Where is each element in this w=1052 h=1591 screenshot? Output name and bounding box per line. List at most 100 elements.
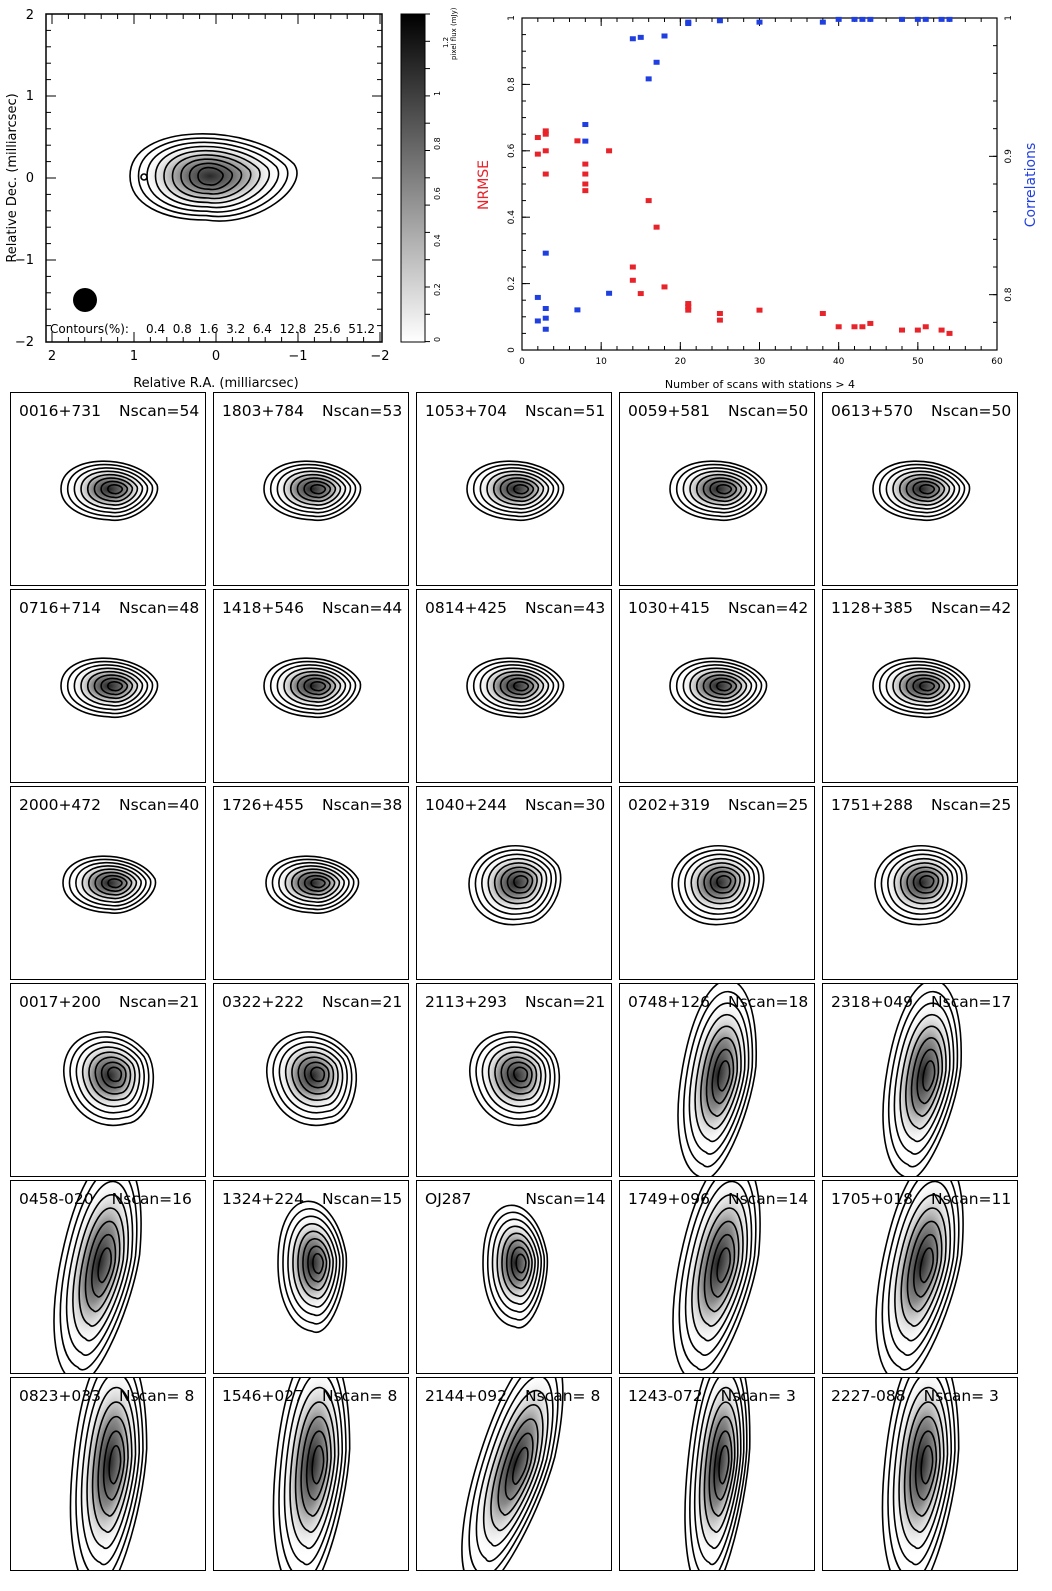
panel-label: 0748+126 Nscan=18 xyxy=(628,993,808,1011)
contour-line xyxy=(82,1046,141,1108)
contour-line xyxy=(905,1025,947,1130)
contour-line xyxy=(468,845,562,926)
panel-label: 0613+570 Nscan=50 xyxy=(831,402,1011,420)
contour-line xyxy=(684,1378,751,1570)
correlation-point xyxy=(835,16,842,22)
correlation-point xyxy=(946,16,953,22)
panel-contour-image xyxy=(60,460,159,522)
nrmse-point xyxy=(582,161,589,167)
contour-line xyxy=(60,657,159,719)
contour-line xyxy=(292,1223,338,1308)
contour-line xyxy=(73,467,149,514)
contour-line xyxy=(265,855,360,914)
contour-line xyxy=(875,1181,964,1373)
contour-line xyxy=(66,660,154,715)
nrmse-point xyxy=(685,304,692,310)
nrmse-point xyxy=(867,320,874,326)
contour-line xyxy=(906,866,944,900)
y-tick-label: −2 xyxy=(15,335,34,350)
reconstructed-image-plot: 2 1 0 −1 −2 2 1 0 −1 −2 Relative Dec. (m… xyxy=(5,7,458,391)
nrmse-point xyxy=(542,128,549,134)
contour-line xyxy=(694,1013,746,1143)
contour-line xyxy=(282,1208,344,1325)
nscan-value: Nscan=38 xyxy=(322,796,403,814)
contour-line xyxy=(713,1430,733,1501)
panel-contour-image xyxy=(466,460,565,522)
contour-line xyxy=(100,1061,127,1089)
panel-contour-image xyxy=(62,855,157,914)
correlation-point xyxy=(534,294,541,300)
contour-line xyxy=(289,1386,340,1550)
contour-line xyxy=(669,657,768,719)
source-name: OJ287 xyxy=(425,1190,472,1208)
contour-line xyxy=(912,870,940,894)
nscan-value: Nscan= 8 xyxy=(322,1387,398,1405)
contour-line xyxy=(69,1378,148,1570)
contour-line xyxy=(885,467,961,514)
x-tick-label: 60 xyxy=(991,357,1003,367)
contour-line xyxy=(887,1181,956,1356)
nrmse-point xyxy=(582,181,589,187)
contour-line xyxy=(269,463,357,518)
correlation-point xyxy=(534,318,541,324)
correlation-point xyxy=(645,76,652,82)
contour-line xyxy=(513,875,529,889)
contour-line xyxy=(93,477,134,503)
contour-line xyxy=(97,1247,112,1284)
contour-line xyxy=(108,1444,122,1485)
contour-line xyxy=(703,1401,739,1533)
contour-line xyxy=(708,1415,736,1517)
nrmse-point xyxy=(914,327,921,333)
source-panel: 2144+092 Nscan= 8 xyxy=(416,1377,612,1571)
source-panel: 1053+704 Nscan=51 xyxy=(416,392,612,586)
nscan-value: Nscan= 3 xyxy=(923,1387,999,1405)
contour-line xyxy=(303,480,332,499)
panel-label: 0716+714 Nscan=48 xyxy=(19,599,199,617)
contour-line xyxy=(94,871,133,896)
contour-line xyxy=(684,853,755,915)
contour-line xyxy=(59,1181,138,1371)
contour-line xyxy=(272,1036,353,1120)
correlation-point xyxy=(637,34,644,40)
y-left-tick-label: 0.6 xyxy=(507,143,517,158)
contour-line xyxy=(311,1444,325,1485)
contour-line xyxy=(682,990,754,1168)
contour-line xyxy=(887,1378,956,1570)
panel-label: 0814+425 Nscan=43 xyxy=(425,599,605,617)
panel-label: 0202+319 Nscan=25 xyxy=(628,796,808,814)
source-name: 1751+288 xyxy=(831,796,914,814)
source-panel: 1749+096 Nscan=14 xyxy=(619,1180,815,1374)
contour-line xyxy=(675,463,763,518)
contour-line xyxy=(309,681,327,692)
contour-line xyxy=(693,1378,745,1566)
contour-line xyxy=(289,473,342,506)
panel-label: 0322+222 Nscan=21 xyxy=(222,993,402,1011)
nrmse-point xyxy=(938,327,945,333)
nrmse-point xyxy=(922,324,929,330)
nscan-value: Nscan=50 xyxy=(931,402,1012,420)
contour-line xyxy=(91,1233,117,1298)
panel-contour-image xyxy=(677,984,757,1176)
contour-line xyxy=(53,1181,142,1373)
nscan-value: Nscan=40 xyxy=(119,796,200,814)
contour-line xyxy=(874,845,968,926)
panel-contour-image xyxy=(468,845,562,926)
contour-line xyxy=(880,849,963,921)
contour-line xyxy=(892,470,956,510)
contour-line xyxy=(709,677,738,696)
panel-label: 1546+027 Nscan= 8 xyxy=(222,1387,397,1405)
contour-line xyxy=(300,1415,332,1517)
correlation-point xyxy=(606,290,613,296)
contour-line xyxy=(872,657,971,719)
contour-line xyxy=(62,855,157,914)
panel-label: 1040+244 Nscan=30 xyxy=(425,796,605,814)
contour-line xyxy=(106,484,124,495)
nrmse-point xyxy=(716,310,723,316)
contour-line xyxy=(97,1415,129,1517)
contour-line xyxy=(695,473,748,506)
colorbar-tick: 0.4 xyxy=(433,234,442,247)
contour-line xyxy=(684,1181,753,1356)
contour-line xyxy=(506,870,534,894)
contour-line xyxy=(912,677,941,696)
contour-line xyxy=(283,667,347,707)
